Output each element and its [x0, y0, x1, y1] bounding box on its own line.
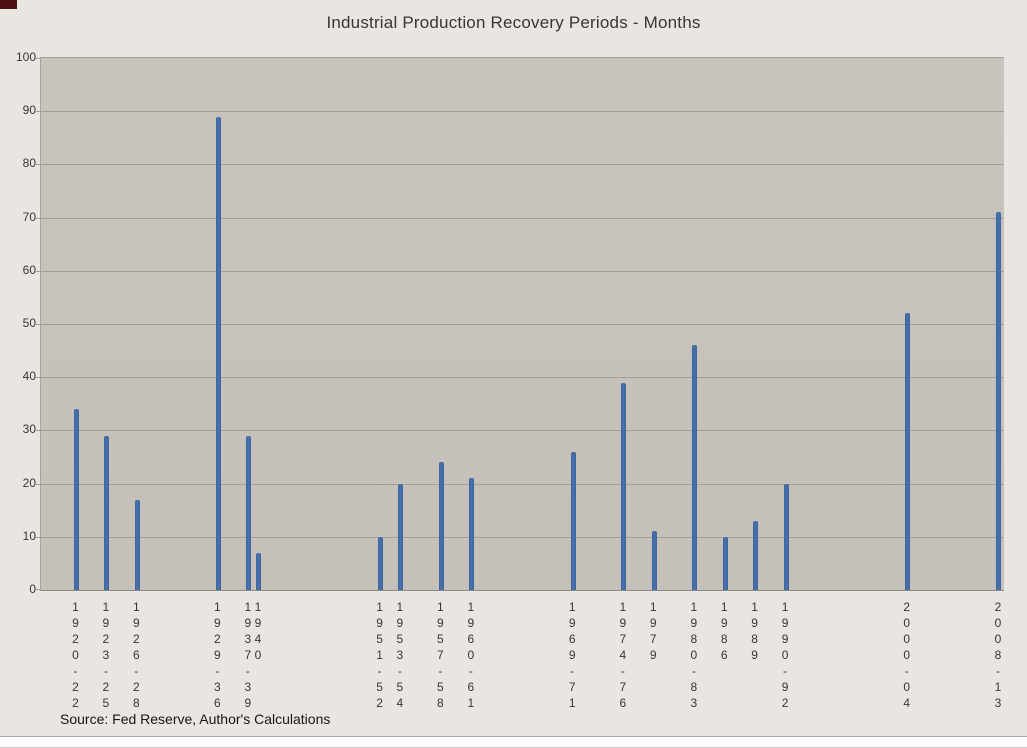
- gridline: [41, 217, 1004, 219]
- x-axis-label: 1 9 2 0 - 2 2: [72, 600, 79, 710]
- bar: [753, 520, 759, 590]
- x-axis-label: 1 9 5 1 - 5 2: [376, 600, 383, 710]
- gridline: [41, 164, 1004, 166]
- x-axis-label: 1 9 8 0 - 8 3: [690, 600, 698, 710]
- y-axis-tick: [36, 589, 41, 590]
- bar: [215, 116, 221, 590]
- bottom-strip: [0, 736, 1027, 748]
- y-axis-label: 0: [29, 582, 36, 596]
- bar: [104, 435, 110, 590]
- bar: [621, 382, 627, 590]
- bar: [469, 478, 475, 590]
- corner-mark: [0, 0, 17, 9]
- x-axis-label: 1 9 5 7 - 5 8: [437, 600, 444, 710]
- gridline: [41, 324, 1004, 325]
- y-axis-label: 90: [22, 103, 36, 118]
- y-axis-tick: [36, 270, 41, 272]
- x-axis-label: 1 9 2 3 - 2 5: [102, 600, 110, 710]
- y-axis-tick: [36, 217, 41, 219]
- source-note: Source: Fed Reserve, Author's Calculatio…: [60, 711, 331, 727]
- x-axis-label: 1 9 6 9 - 7 1: [568, 600, 576, 710]
- y-axis-tick: [36, 536, 41, 538]
- x-axis-label: 1 9 2 6 - 2 8: [132, 600, 140, 710]
- bar: [134, 499, 140, 590]
- y-axis-label: 20: [22, 475, 36, 490]
- gridline: [41, 483, 1004, 485]
- x-axis-label: 1 9 3 7 - 3 9: [244, 600, 252, 710]
- x-axis-label: 1 9 6 0 - 6 1: [467, 600, 475, 710]
- x-axis-label: 2 0 0 8 - 1 3: [994, 600, 1002, 710]
- bar: [651, 531, 657, 590]
- y-axis-label: 100: [15, 50, 36, 64]
- bar: [570, 451, 576, 590]
- bar: [996, 212, 1002, 590]
- bar: [905, 313, 911, 590]
- x-axis-label: 1 9 5 3 - 5 4: [396, 600, 404, 710]
- gridline: [41, 430, 1004, 432]
- x-axis-label: 1 9 2 9 - 3 6: [214, 600, 221, 710]
- gridline: [41, 536, 1004, 538]
- gridline: [41, 270, 1004, 272]
- x-axis-label: 1 9 9 0 - 9 2: [781, 600, 789, 710]
- y-axis-tick: [36, 324, 41, 325]
- x-axis-label: 1 9 7 4 - 7 6: [619, 600, 627, 710]
- y-axis-tick: [36, 483, 41, 485]
- x-axis-label: 1 9 4 0: [254, 600, 262, 662]
- y-axis-label: 50: [22, 316, 36, 330]
- y-axis-tick: [36, 111, 41, 113]
- bar: [73, 409, 79, 590]
- bar: [783, 483, 789, 590]
- bar: [438, 462, 444, 590]
- bar: [692, 345, 698, 590]
- bar: [256, 552, 262, 590]
- y-axis-label: 10: [22, 528, 36, 543]
- x-axis-label: 1 9 8 6: [720, 600, 728, 662]
- chart-title: Industrial Production Recovery Periods -…: [326, 13, 701, 32]
- y-axis-tick: [36, 430, 41, 432]
- bar: [246, 435, 252, 590]
- y-axis-label: 70: [22, 209, 36, 224]
- x-axis-label: 1 9 8 9: [751, 600, 758, 662]
- bar: [378, 536, 384, 590]
- y-axis-label: 40: [22, 369, 36, 384]
- y-axis-tick: [36, 164, 41, 166]
- x-axis-label: 2 0 0 0 - 0 4: [903, 600, 911, 710]
- y-axis-tick: [36, 377, 41, 379]
- y-axis-label: 80: [22, 156, 36, 171]
- plot-area: [36, 57, 1004, 591]
- gridline: [41, 377, 1004, 379]
- bar: [398, 483, 404, 590]
- y-axis-label: 60: [22, 262, 36, 277]
- x-axis-label: 1 9 7 9: [649, 600, 657, 662]
- bar: [722, 536, 728, 590]
- gridline: [41, 111, 1004, 113]
- y-axis-tick: [36, 58, 41, 59]
- y-axis-label: 30: [22, 422, 36, 437]
